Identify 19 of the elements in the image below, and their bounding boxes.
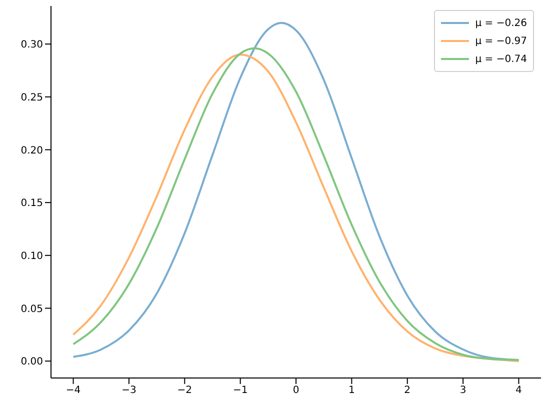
x-tick-label: 0 [292, 385, 300, 396]
y-tick-label: 0.20 [20, 145, 43, 156]
legend-label: μ = −0.26 [475, 18, 527, 28]
y-tick-label: 0.30 [20, 40, 43, 51]
y-tick-label: 0.00 [20, 356, 43, 368]
x-tick-label: 2 [404, 385, 411, 396]
y-tick-label: 0.25 [20, 92, 43, 104]
x-tick-label: 3 [460, 385, 466, 396]
y-tick-label: 0.10 [20, 250, 43, 262]
y-tick-label: 0.05 [20, 304, 43, 315]
x-tick-label: 4 [516, 385, 522, 396]
x-tick-label: −1 [232, 385, 248, 396]
y-tick-label: 0.15 [20, 198, 43, 210]
x-tick-label: 1 [348, 385, 355, 396]
legend-label: μ = −0.74 [475, 54, 527, 64]
legend-label: μ = −0.97 [475, 36, 527, 46]
x-tick-label: −2 [177, 385, 192, 396]
x-tick-label: −3 [122, 385, 136, 396]
x-tick-label: −4 [66, 385, 81, 396]
